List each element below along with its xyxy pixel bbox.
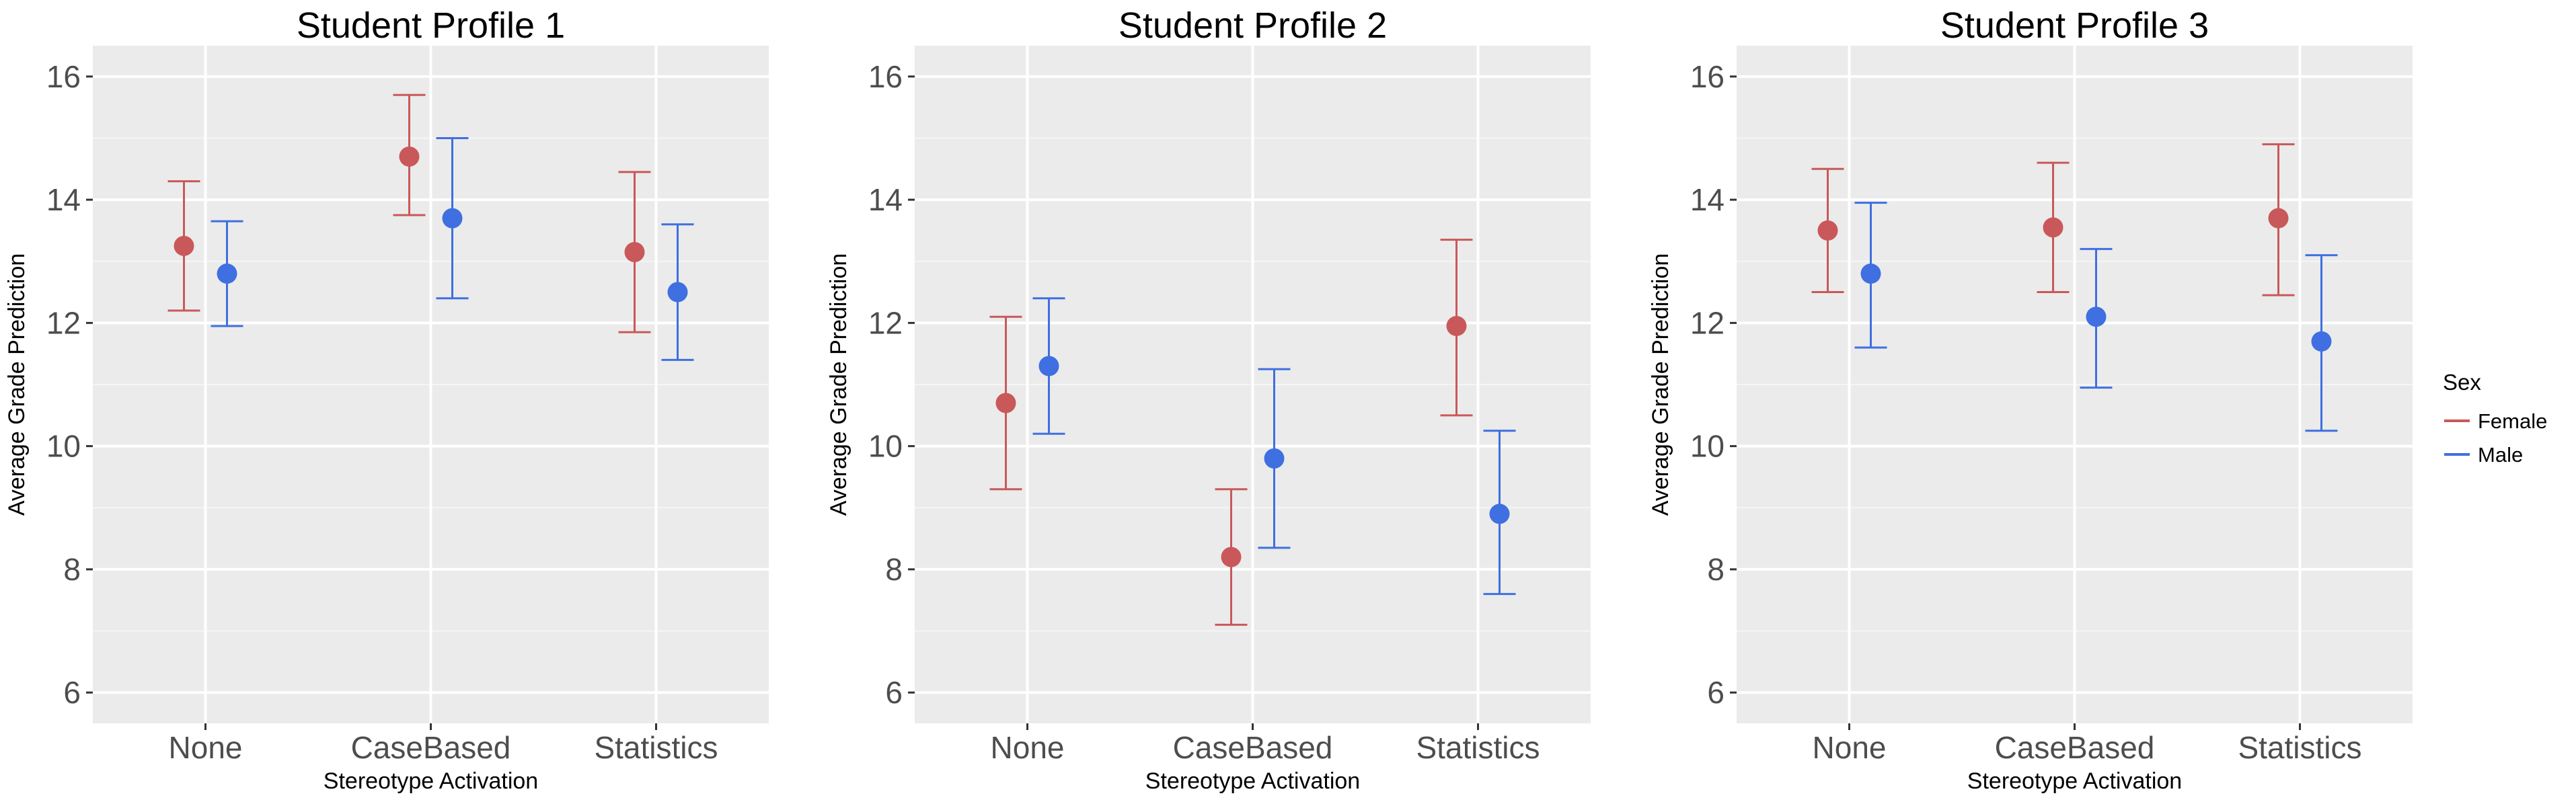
y-tick-label: 6	[63, 675, 81, 710]
panel-title: Student Profile 3	[1940, 5, 2209, 46]
errorbar-female	[618, 171, 651, 333]
y-tick-label: 16	[46, 59, 81, 94]
mean-point	[995, 393, 1016, 413]
x-axis-label: Stereotype Activation	[1967, 768, 2182, 794]
y-tick-label: 10	[868, 429, 903, 464]
errorbar-male	[436, 136, 469, 300]
y-axis-label: Average Grade Prediction	[826, 253, 851, 516]
y-tick-label: 14	[46, 182, 81, 217]
legend-label: Female	[2478, 409, 2547, 433]
y-tick-label: 10	[46, 429, 81, 464]
errorbar-female	[1440, 239, 1473, 417]
y-tick-label: 12	[868, 305, 903, 340]
y-tick-label: 16	[868, 59, 903, 94]
y-axis-label: Average Grade Prediction	[1648, 253, 1673, 516]
x-tick-label: None	[169, 730, 243, 765]
mean-point	[1817, 220, 1838, 241]
mean-point	[2043, 217, 2063, 238]
x-tick-label: Statistics	[1416, 730, 1540, 765]
panel-title: Student Profile 1	[297, 5, 565, 46]
x-tick-label: CaseBased	[351, 730, 511, 765]
errorbar-female	[167, 180, 200, 312]
legend-entries: Female Male	[2444, 409, 2547, 467]
panel-title: Student Profile 2	[1119, 5, 1387, 46]
legend-entry-female: Female	[2444, 409, 2547, 433]
mean-point	[174, 235, 194, 256]
panel-1: 6 8 10 12 14 16 None CaseBased Statistics Student…	[4, 5, 769, 794]
errorbar-female	[2037, 161, 2070, 294]
errorbar-male	[1854, 202, 1887, 349]
legend: Sex Female Male	[2443, 370, 2547, 467]
x-axis-label: Stereotype Activation	[1145, 768, 1360, 794]
errorbar-female	[1215, 488, 1248, 626]
x-axis-label: Stereotype Activation	[324, 768, 538, 794]
panel-3: 6 8 10 12 14 16 None CaseBased Statistics Student…	[1648, 5, 2413, 794]
y-tick-label: 16	[1690, 59, 1725, 94]
y-tick-label: 6	[885, 675, 903, 710]
mean-point	[624, 241, 645, 262]
panels: 6 8 10 12 14 16 None CaseBased Statistics Student…	[4, 5, 2413, 794]
x-tick-label: None	[991, 730, 1065, 765]
y-tick-label: 10	[1690, 429, 1725, 464]
y-tick-label: 8	[1707, 552, 1725, 587]
y-tick-label: 6	[1707, 675, 1725, 710]
mean-point	[1446, 315, 1467, 336]
y-tick-label: 12	[46, 305, 81, 340]
mean-point	[217, 264, 237, 284]
mean-point	[2268, 208, 2289, 229]
errorbar-male	[661, 223, 694, 361]
errorbar-male	[1483, 430, 1516, 596]
legend-entry-male: Male	[2444, 443, 2523, 467]
y-tick-label: 14	[1690, 182, 1725, 217]
mean-point	[399, 146, 420, 167]
errorbar-male	[1032, 297, 1065, 435]
x-tick-label: Statistics	[594, 730, 718, 765]
x-tick-label: CaseBased	[1995, 730, 2155, 765]
mean-point	[667, 282, 688, 303]
errorbar-male	[211, 220, 243, 327]
x-tick-label: CaseBased	[1173, 730, 1333, 765]
mean-point	[2086, 307, 2107, 327]
y-tick-label: 14	[868, 182, 903, 217]
errorbar-female	[1811, 167, 1844, 294]
y-tick-label: 8	[63, 552, 81, 587]
mean-point	[1489, 504, 1510, 524]
y-axis-label: Average Grade Prediction	[4, 253, 30, 516]
mean-point	[1038, 356, 1059, 376]
y-tick-label: 12	[1690, 305, 1725, 340]
errorbar-female	[989, 315, 1022, 491]
x-tick-label: Statistics	[2238, 730, 2361, 765]
legend-title: Sex	[2443, 370, 2481, 395]
panel-2: 6 8 10 12 14 16 None CaseBased Statistics Student…	[826, 5, 1591, 794]
errorbar-male	[1258, 368, 1291, 549]
errorbar-male	[2080, 247, 2113, 389]
mean-point	[1264, 448, 1285, 469]
errorbar-female	[393, 93, 426, 216]
mean-point	[442, 208, 463, 229]
y-tick-label: 8	[885, 552, 903, 587]
mean-point	[2311, 331, 2332, 352]
x-tick-label: None	[1813, 730, 1887, 765]
errorbar-female	[2262, 143, 2295, 296]
legend-label: Male	[2478, 443, 2523, 467]
mean-point	[1221, 547, 1242, 567]
mean-point	[1860, 264, 1881, 284]
errorbar-male	[2305, 254, 2338, 432]
